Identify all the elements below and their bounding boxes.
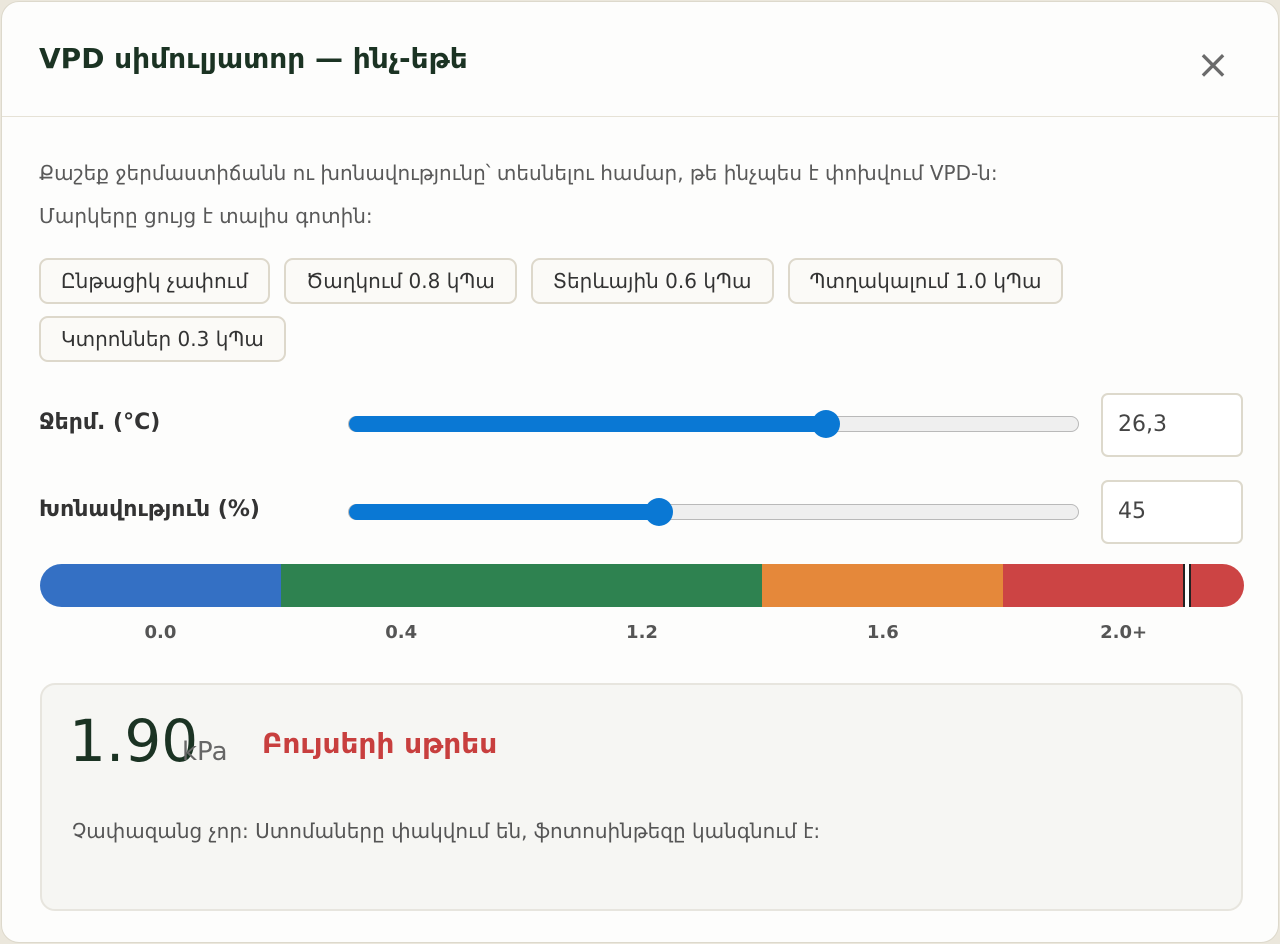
vpd-marker: [1183, 564, 1191, 607]
vpd-value: 1.90: [69, 707, 199, 775]
scale-label: 0.0: [144, 622, 177, 643]
scale-label: 0.4: [385, 622, 418, 643]
slider[interactable]: [348, 498, 1079, 526]
preset-button[interactable]: Պտղակալում 1.0 կՊա: [787, 258, 1064, 304]
slider[interactable]: [348, 410, 1079, 438]
slider-label: Խոնավություն (%): [39, 497, 260, 522]
dialog-header: VPD սիմուլյատոր — ինչ-եթե ×: [2, 2, 1278, 117]
preset-button[interactable]: Կտրոններ 0.3 կՊա: [39, 316, 286, 362]
description-line: Մարկերը ցույց է տալիս գոտին:: [39, 204, 373, 228]
preset-list: Ընթացիկ չափում Ծաղկում 0.8 կՊա Տերևային …: [39, 258, 1249, 362]
preset-button[interactable]: Ընթացիկ չափում: [39, 258, 271, 304]
result-description: Չափազանց չոր: Ստոմաները փակվում են, ֆոտո…: [72, 819, 821, 843]
number-input[interactable]: 26,3: [1101, 393, 1243, 457]
slider-label: Ջերմ. (°C): [39, 410, 161, 435]
description: Քաշեք ջերմաստիճանն ու խոնավությունը՝ տես…: [39, 152, 1239, 238]
slider-thumb[interactable]: [644, 498, 673, 526]
result-card: 1.90 kPa Բույսերի սթրես Չափազանց չոր: Ստ…: [40, 683, 1243, 911]
preset-button[interactable]: Ծաղկում 0.8 կՊա: [284, 258, 517, 304]
slider-fill: [349, 504, 659, 520]
scale-label: 2.0+: [1100, 622, 1148, 643]
scale-label: 1.6: [866, 622, 899, 643]
scale-label: 1.2: [626, 622, 658, 643]
scale-labels: 0.0 0.4 1.2 1.6 2.0+: [40, 622, 1244, 643]
vpd-status: Բույսերի սթրես: [262, 727, 498, 760]
scale-zone: [280, 564, 763, 607]
description-line: Քաշեք ջերմաստիճանն ու խոնավությունը՝ տես…: [39, 161, 998, 185]
scale-zone: [1003, 564, 1244, 607]
slider-thumb[interactable]: [811, 410, 840, 438]
preset-button[interactable]: Տերևային 0.6 կՊա: [530, 258, 774, 304]
dialog-title: VPD սիմուլյատոր — ինչ-եթե: [39, 42, 468, 75]
vpd-unit: kPa: [182, 737, 228, 767]
scale-zone: [40, 564, 281, 607]
close-button[interactable]: ×: [1196, 42, 1230, 88]
number-input[interactable]: 45: [1101, 480, 1243, 544]
vpd-scale: [40, 564, 1244, 607]
scale-zone: [762, 564, 1004, 607]
slider-fill: [349, 416, 826, 432]
